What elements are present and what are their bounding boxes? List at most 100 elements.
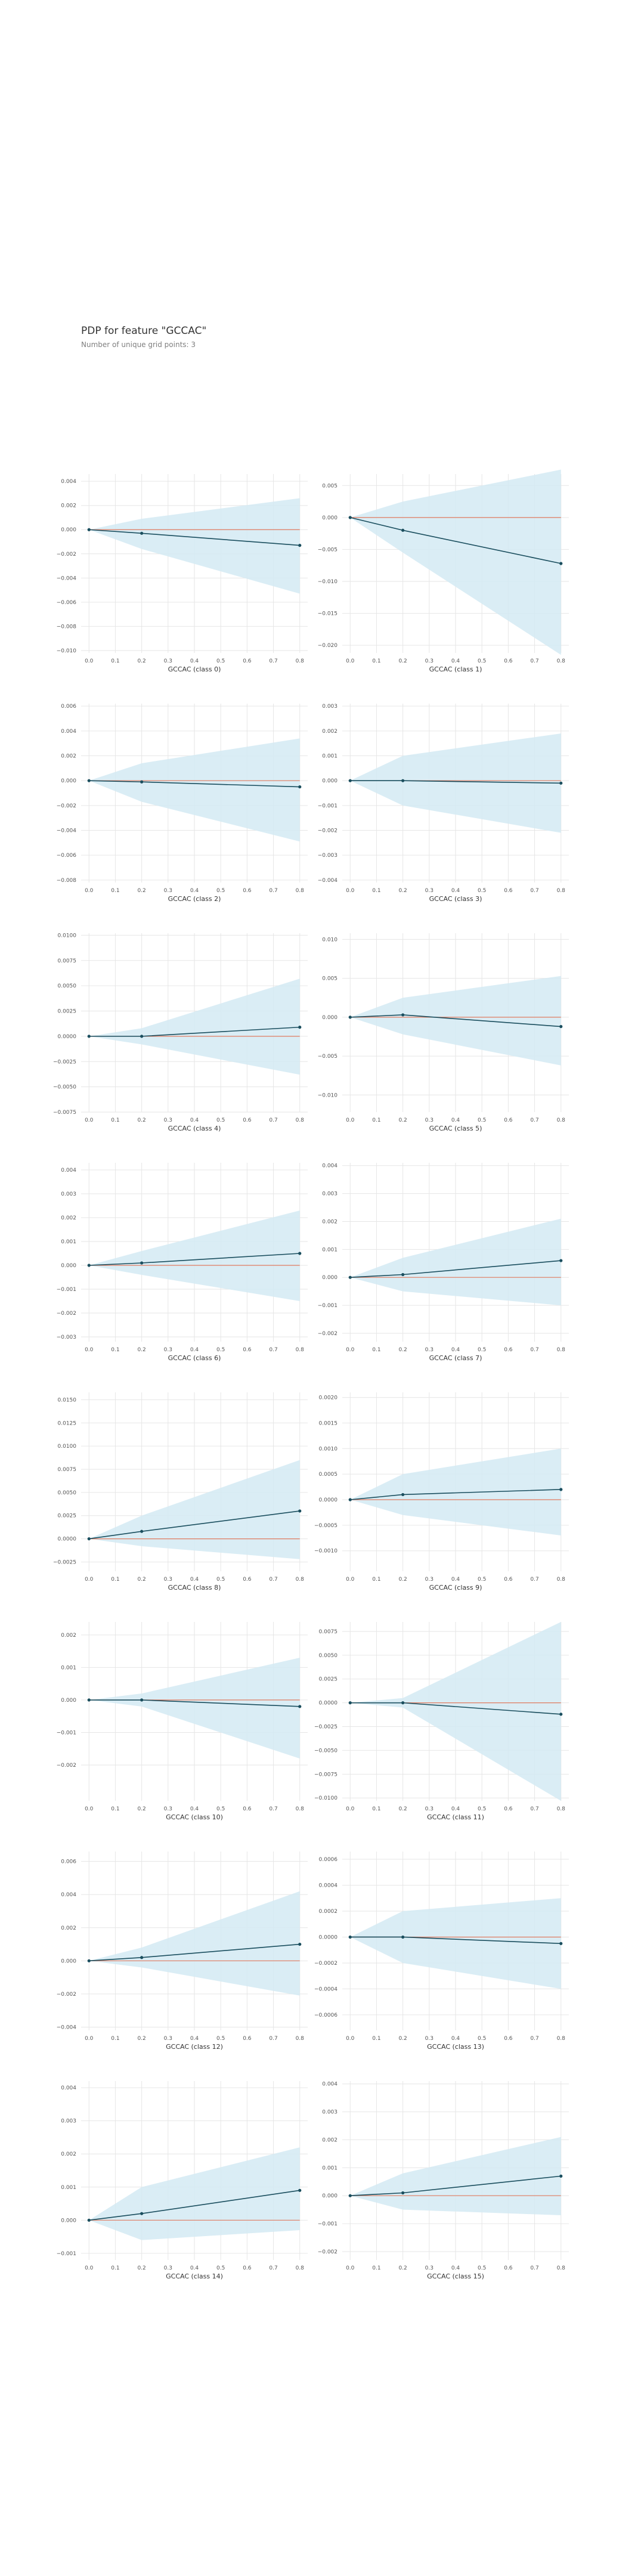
x-tick-label: 0.6 bbox=[243, 1577, 252, 1583]
x-tick-label: 0.2 bbox=[137, 2036, 145, 2042]
x-tick-label: 0.6 bbox=[504, 658, 513, 664]
y-tick-label: −0.003 bbox=[57, 1335, 76, 1340]
x-tick-label: 0.2 bbox=[398, 1806, 407, 1812]
subplot-class-0: 0.004 0.002 0.000 −0.002 −0.004 −0.006 −0.008 −… bbox=[57, 474, 308, 673]
y-tick-label: 0.001 bbox=[322, 754, 338, 760]
y-tick-label: −0.001 bbox=[318, 2221, 338, 2227]
subplot-class-3: 0.003 0.002 0.001 0.000 −0.001 −0.002 −0.003 −0… bbox=[318, 704, 569, 903]
y-tick-label: −0.004 bbox=[57, 2024, 77, 2030]
y-tick-label: 0.001 bbox=[322, 2165, 338, 2171]
x-tick-label: 0.0 bbox=[85, 1347, 94, 1353]
confidence-band bbox=[89, 738, 300, 842]
y-tick-label: −0.002 bbox=[57, 1311, 76, 1317]
x-tick-label: 0.5 bbox=[216, 2265, 225, 2271]
x-tick-label: 0.3 bbox=[425, 888, 434, 894]
x-tick-label: 0.1 bbox=[111, 2265, 119, 2271]
y-tick-label: 0.002 bbox=[61, 1215, 76, 1221]
y-tick-label: 0.0010 bbox=[319, 1446, 338, 1452]
x-tick-label: 0.0 bbox=[85, 2265, 94, 2271]
x-tick-label: 0.0 bbox=[346, 1117, 355, 1123]
x-tick-label: 0.4 bbox=[190, 2036, 199, 2042]
y-tick-label: −0.004 bbox=[57, 575, 77, 581]
x-tick-label: 0.6 bbox=[504, 1117, 513, 1123]
y-tick-label: −0.002 bbox=[57, 1992, 76, 1998]
x-tick-label: 0.1 bbox=[111, 1806, 119, 1812]
subplot-class-7: 0.004 0.003 0.002 0.001 0.000 −0.001 −0.002 0.0… bbox=[318, 1163, 569, 1362]
y-tick-label: 0.002 bbox=[322, 1219, 338, 1225]
x-tick-label: 0.8 bbox=[296, 1577, 305, 1583]
confidence-band bbox=[350, 1898, 561, 1989]
x-tick-label: 0.0 bbox=[85, 2036, 94, 2042]
pdp-point bbox=[401, 1272, 405, 1277]
x-tick-label: 0.6 bbox=[243, 658, 252, 664]
x-tick-label: 0.4 bbox=[190, 1806, 199, 1812]
y-tick-label: 0.0050 bbox=[319, 1653, 338, 1659]
x-tick-label: 0.4 bbox=[190, 2265, 199, 2271]
subplot-class-2: 0.006 0.004 0.002 0.000 −0.002 −0.004 −0.006 −0… bbox=[57, 704, 308, 903]
y-tick-label: 0.000 bbox=[322, 2193, 338, 2199]
x-tick-label: 0.2 bbox=[137, 1806, 145, 1812]
x-tick-label: 0.7 bbox=[530, 1347, 538, 1353]
y-tick-label: 0.0020 bbox=[319, 1395, 338, 1401]
y-tick-label: −0.0050 bbox=[314, 1748, 338, 1754]
y-tick-label: 0.0005 bbox=[319, 1472, 338, 1478]
y-tick-label: −0.010 bbox=[57, 648, 77, 654]
x-tick-label: 0.3 bbox=[425, 2036, 434, 2042]
x-tick-label: 0.1 bbox=[111, 2036, 119, 2042]
confidence-band bbox=[89, 498, 300, 594]
subplot-class-10: 0.002 0.001 0.000 −0.001 −0.002 0.0 0.1 0.2 0.3 0… bbox=[57, 1622, 308, 1821]
x-tick-label: 0.6 bbox=[504, 1806, 513, 1812]
y-tick-label: 0.002 bbox=[61, 1925, 76, 1931]
x-tick-label: 0.0 bbox=[346, 888, 355, 894]
y-tick-label: 0.0000 bbox=[58, 1537, 77, 1543]
x-tick-label: 0.4 bbox=[451, 658, 460, 664]
chart-header: PDP for feature "GCCAC" Number of unique… bbox=[81, 325, 206, 349]
y-tick-label: −0.001 bbox=[318, 1303, 338, 1309]
x-tick-label: 0.5 bbox=[478, 1117, 486, 1123]
x-tick-label: 0.6 bbox=[243, 888, 252, 894]
y-tick-label: 0.0000 bbox=[319, 1497, 338, 1503]
x-axis-label: GCCAC (class 12) bbox=[166, 2043, 223, 2051]
x-tick-label: 0.4 bbox=[451, 1347, 460, 1353]
x-tick-label: 0.2 bbox=[137, 888, 145, 894]
y-tick-label: 0.006 bbox=[61, 1859, 76, 1865]
x-tick-label: 0.3 bbox=[425, 1577, 434, 1583]
y-tick-label: 0.000 bbox=[61, 1958, 76, 1964]
y-tick-label: 0.004 bbox=[61, 479, 76, 485]
y-tick-label: 0.004 bbox=[61, 729, 76, 735]
subplot-class-11: 0.0075 0.0050 0.0025 0.0000 −0.0025 −0.0050 −0… bbox=[314, 1622, 569, 1821]
x-axis-label: GCCAC (class 14) bbox=[166, 2272, 223, 2280]
x-axis-label: GCCAC (class 5) bbox=[429, 1125, 482, 1132]
pdp-point bbox=[298, 1942, 302, 1946]
pdp-point bbox=[140, 1035, 144, 1038]
pdp-point bbox=[87, 2218, 91, 2222]
y-tick-label: 0.0015 bbox=[319, 1420, 338, 1426]
x-axis-label: GCCAC (class 0) bbox=[168, 665, 221, 673]
pdp-point bbox=[298, 1252, 302, 1255]
x-axis-label: GCCAC (class 15) bbox=[427, 2272, 484, 2280]
confidence-band bbox=[89, 1658, 300, 1759]
y-tick-label: −0.002 bbox=[57, 803, 76, 809]
y-tick-label: −0.0025 bbox=[53, 1059, 76, 1065]
y-tick-label: 0.0050 bbox=[58, 1490, 77, 1496]
x-axis-label: GCCAC (class 9) bbox=[429, 1584, 482, 1592]
y-tick-label: 0.002 bbox=[322, 729, 338, 735]
x-tick-label: 0.6 bbox=[243, 2036, 252, 2042]
x-tick-label: 0.3 bbox=[164, 2265, 172, 2271]
x-tick-label: 0.2 bbox=[137, 658, 145, 664]
pdp-point bbox=[87, 1537, 91, 1541]
x-tick-label: 0.6 bbox=[504, 2036, 513, 2042]
x-tick-label: 0.7 bbox=[269, 1577, 277, 1583]
x-tick-label: 0.3 bbox=[164, 1806, 172, 1812]
y-tick-label: 0.0002 bbox=[319, 1909, 338, 1915]
y-tick-label: −0.015 bbox=[318, 611, 338, 617]
y-tick-label: 0.000 bbox=[322, 1275, 338, 1281]
x-tick-label: 0.7 bbox=[269, 2265, 277, 2271]
x-tick-label: 0.0 bbox=[346, 658, 355, 664]
x-tick-label: 0.4 bbox=[190, 1117, 199, 1123]
pdp-point bbox=[87, 1264, 91, 1267]
x-tick-label: 0.5 bbox=[216, 888, 225, 894]
x-axis-label: GCCAC (class 4) bbox=[168, 1125, 221, 1132]
y-tick-label: −0.001 bbox=[57, 1730, 76, 1736]
y-tick-label: 0.003 bbox=[61, 2119, 76, 2125]
